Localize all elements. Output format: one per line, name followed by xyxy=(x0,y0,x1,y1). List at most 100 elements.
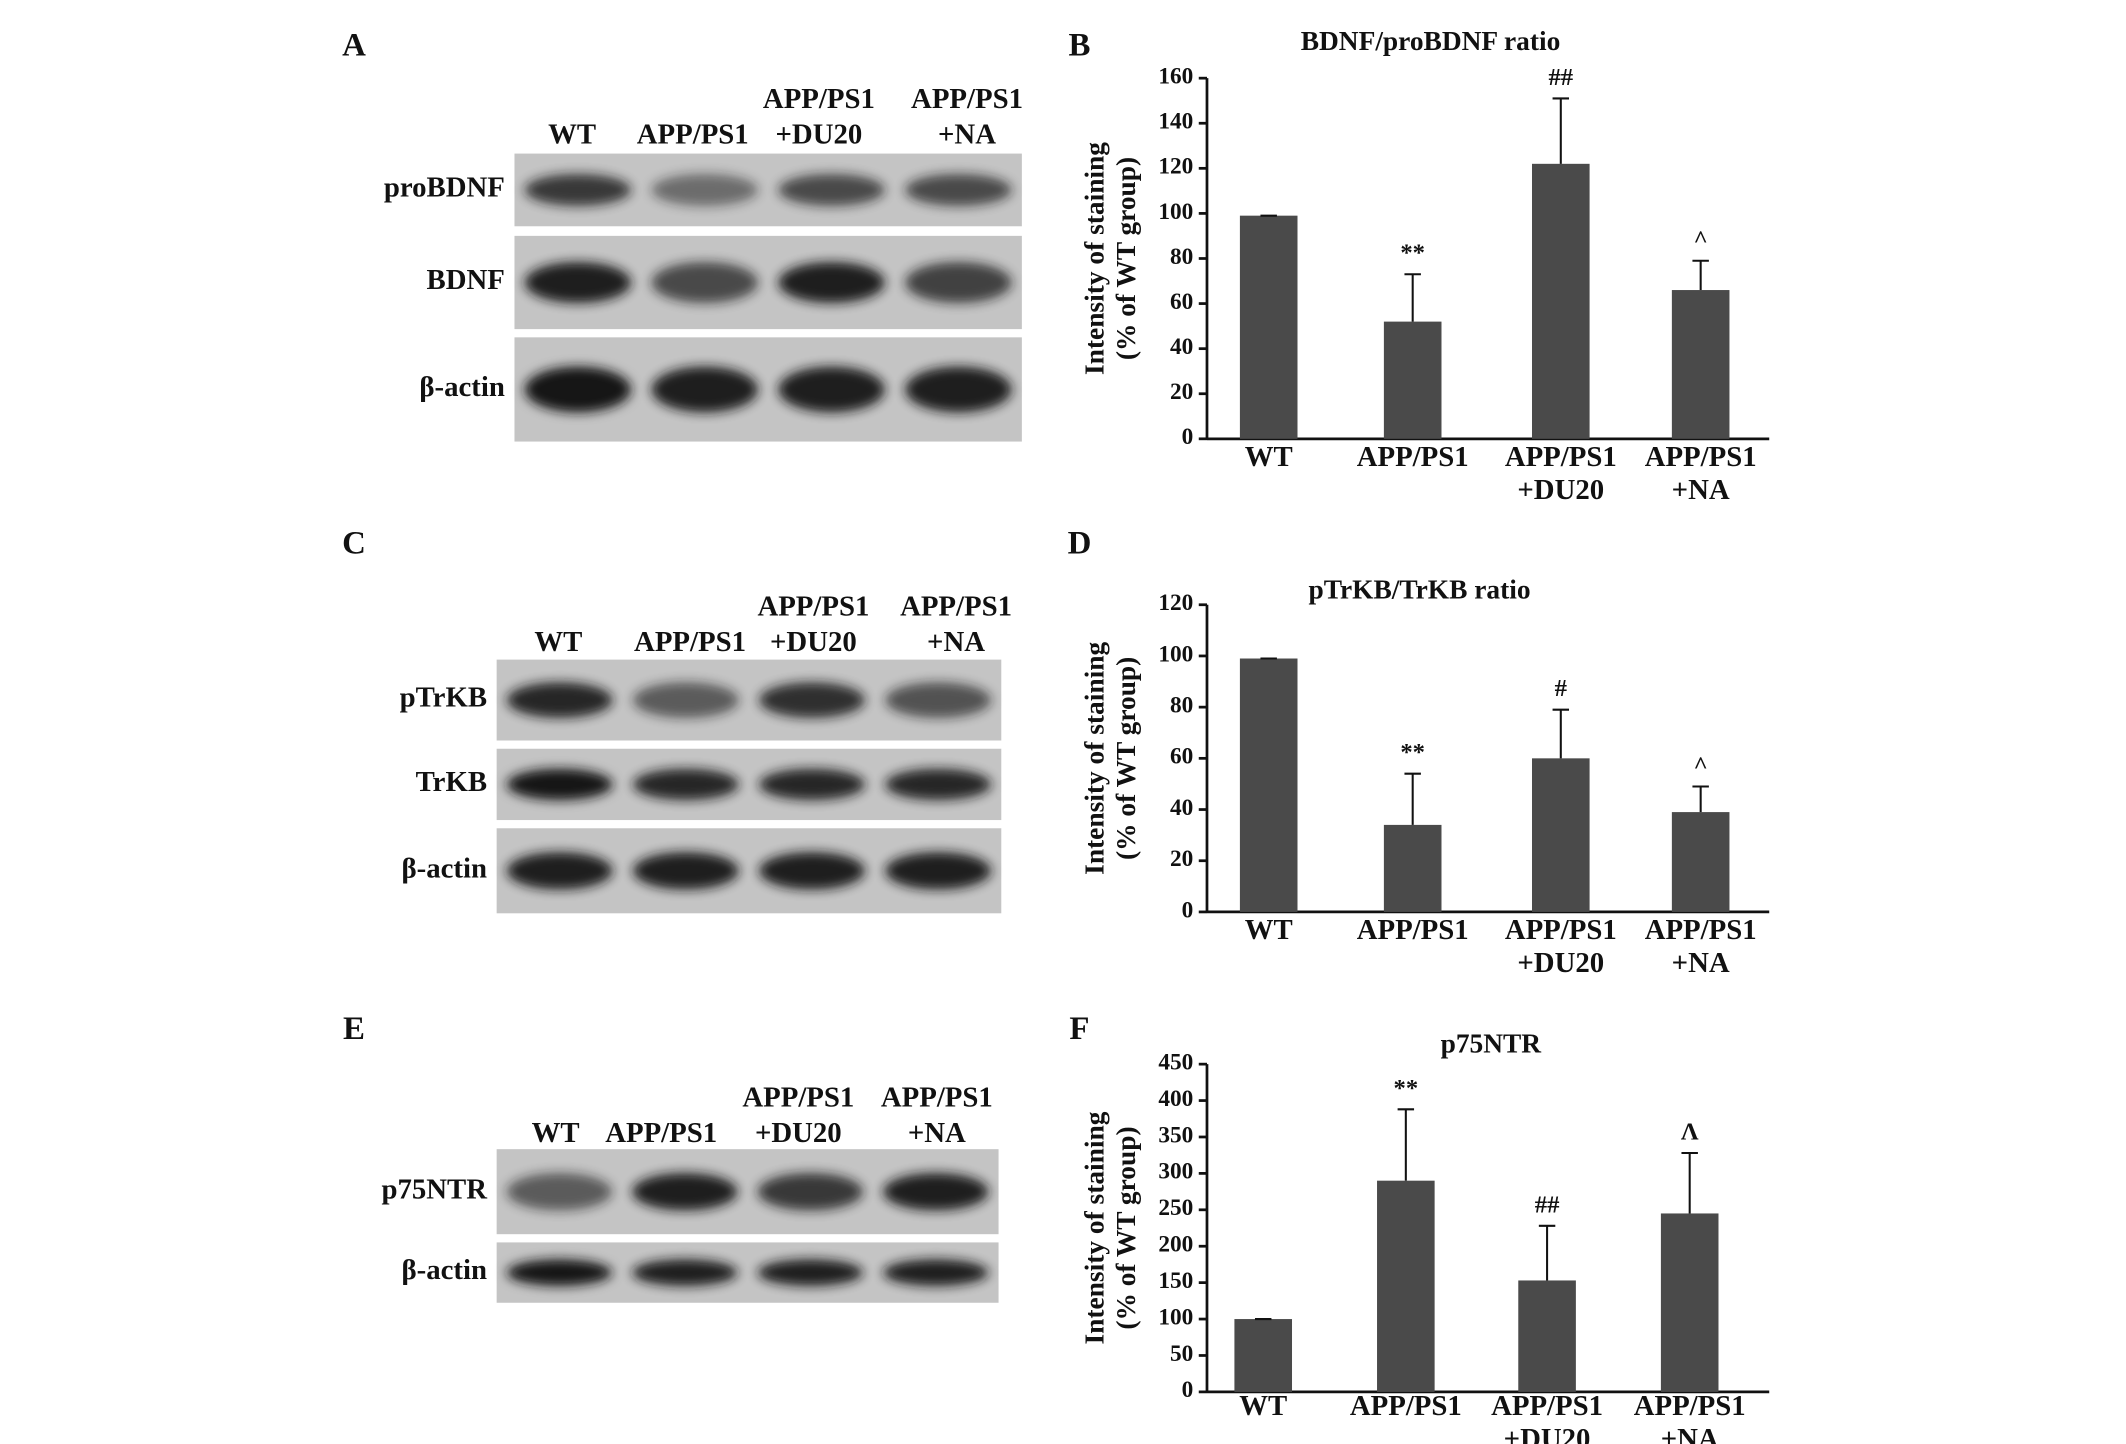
significance-label: # xyxy=(1555,675,1568,702)
band-label: β-actin xyxy=(419,371,505,403)
blot-band xyxy=(905,261,1012,304)
blot-band xyxy=(651,173,759,206)
blot-band xyxy=(759,682,866,718)
panel-letter: F xyxy=(1069,1011,1089,1047)
band-label: proBDNF xyxy=(384,172,505,204)
lane-label: +DU20 xyxy=(776,119,863,151)
lane-label: WT xyxy=(532,1117,580,1149)
bar xyxy=(1518,1280,1576,1392)
blot-band xyxy=(506,768,613,801)
bar xyxy=(1234,1319,1293,1392)
band-label: pTrKB xyxy=(400,682,487,714)
lane-label: WT xyxy=(548,119,596,151)
bar xyxy=(1660,1213,1719,1392)
lane-label: +DU20 xyxy=(755,1117,842,1149)
bar xyxy=(1531,163,1590,439)
x-tick-label: +DU20 xyxy=(1504,1423,1591,1444)
lane-label: APP/PS1 xyxy=(763,83,875,115)
bar xyxy=(1377,1180,1435,1392)
panel-letter: C xyxy=(342,525,366,561)
x-tick-label: +DU20 xyxy=(1517,947,1604,979)
bar xyxy=(1239,215,1298,439)
x-tick-label: WT xyxy=(1245,914,1293,946)
blot-band xyxy=(759,768,866,801)
y-tick-label: 60 xyxy=(1170,744,1193,770)
y-tick-label: 100 xyxy=(1158,641,1193,667)
lane-label: WT xyxy=(534,626,582,658)
y-tick-label: 80 xyxy=(1170,692,1193,718)
y-axis-label: Intensity of staining xyxy=(1080,642,1110,875)
significance-label: ** xyxy=(1400,240,1425,267)
y-tick-label: 100 xyxy=(1158,1304,1193,1330)
blot-band xyxy=(885,852,992,890)
blot-band xyxy=(905,173,1012,206)
panel-letter: E xyxy=(343,1011,365,1047)
x-tick-label: +NA xyxy=(1672,474,1730,506)
blot-band xyxy=(651,261,759,304)
blot-band xyxy=(905,366,1012,413)
x-tick-label: WT xyxy=(1245,441,1293,473)
x-tick-label: APP/PS1 xyxy=(1505,914,1617,946)
y-tick-label: 0 xyxy=(1182,1377,1194,1403)
blot-band xyxy=(778,366,885,413)
x-tick-label: APP/PS1 xyxy=(1634,1390,1746,1422)
y-tick-label: 0 xyxy=(1182,424,1194,450)
blot-band xyxy=(524,173,632,206)
blot-band xyxy=(885,682,992,718)
y-tick-label: 120 xyxy=(1158,590,1193,616)
x-tick-label: APP/PS1 xyxy=(1491,1390,1603,1422)
lane-label: +DU20 xyxy=(770,626,857,658)
panel-letter: D xyxy=(1068,525,1092,561)
lane-label: +NA xyxy=(927,626,985,658)
lane-label: APP/PS1 xyxy=(757,590,869,622)
y-axis-label: Intensity of staining xyxy=(1080,142,1110,375)
lane-label: APP/PS1 xyxy=(637,119,749,151)
bar xyxy=(1531,758,1590,912)
blot-band xyxy=(883,1259,989,1286)
band-label: β-actin xyxy=(402,1254,488,1286)
y-tick-label: 50 xyxy=(1170,1341,1193,1367)
significance-label: ## xyxy=(1535,1191,1560,1218)
bar xyxy=(1383,321,1442,439)
bar xyxy=(1383,824,1442,912)
lane-label: APP/PS1 xyxy=(605,1117,717,1149)
band-label: β-actin xyxy=(402,852,488,884)
lane-label: APP/PS1 xyxy=(634,626,746,658)
blot-band xyxy=(757,1259,864,1286)
blot-band xyxy=(524,261,632,304)
y-tick-label: 40 xyxy=(1170,334,1193,360)
y-axis-label: (% of WT group) xyxy=(1111,657,1141,860)
blot-band xyxy=(506,1172,613,1211)
blot-band xyxy=(632,1259,738,1286)
y-tick-label: 120 xyxy=(1158,154,1193,180)
significance-label: ** xyxy=(1393,1075,1418,1102)
y-tick-label: 250 xyxy=(1158,1195,1193,1221)
blot-band xyxy=(757,1172,864,1211)
blot-band xyxy=(883,1172,989,1211)
significance-label: Λ xyxy=(1681,1118,1699,1145)
x-tick-label: APP/PS1 xyxy=(1357,914,1469,946)
y-axis-label: Intensity of staining xyxy=(1080,1111,1110,1344)
y-tick-label: 150 xyxy=(1158,1268,1193,1294)
bar xyxy=(1671,812,1730,912)
lane-label: APP/PS1 xyxy=(881,1081,993,1113)
panel-letter: A xyxy=(342,28,366,64)
blot-band xyxy=(632,682,739,718)
blot-band xyxy=(632,1172,738,1211)
y-tick-label: 450 xyxy=(1158,1049,1193,1075)
y-tick-label: 100 xyxy=(1158,199,1193,225)
x-tick-label: +NA xyxy=(1661,1423,1719,1444)
y-tick-label: 20 xyxy=(1170,379,1193,405)
x-tick-label: APP/PS1 xyxy=(1505,441,1617,473)
blot-band xyxy=(651,366,759,413)
y-tick-label: 0 xyxy=(1182,897,1194,923)
y-axis-label: (% of WT group) xyxy=(1111,157,1141,360)
x-tick-label: APP/PS1 xyxy=(1357,441,1469,473)
x-tick-label: APP/PS1 xyxy=(1350,1390,1462,1422)
y-tick-label: 40 xyxy=(1170,795,1193,821)
blot-band xyxy=(524,366,632,413)
lane-label: APP/PS1 xyxy=(911,83,1023,115)
x-tick-label: APP/PS1 xyxy=(1645,914,1757,946)
y-tick-label: 300 xyxy=(1158,1159,1193,1185)
lane-label: +NA xyxy=(908,1117,966,1149)
